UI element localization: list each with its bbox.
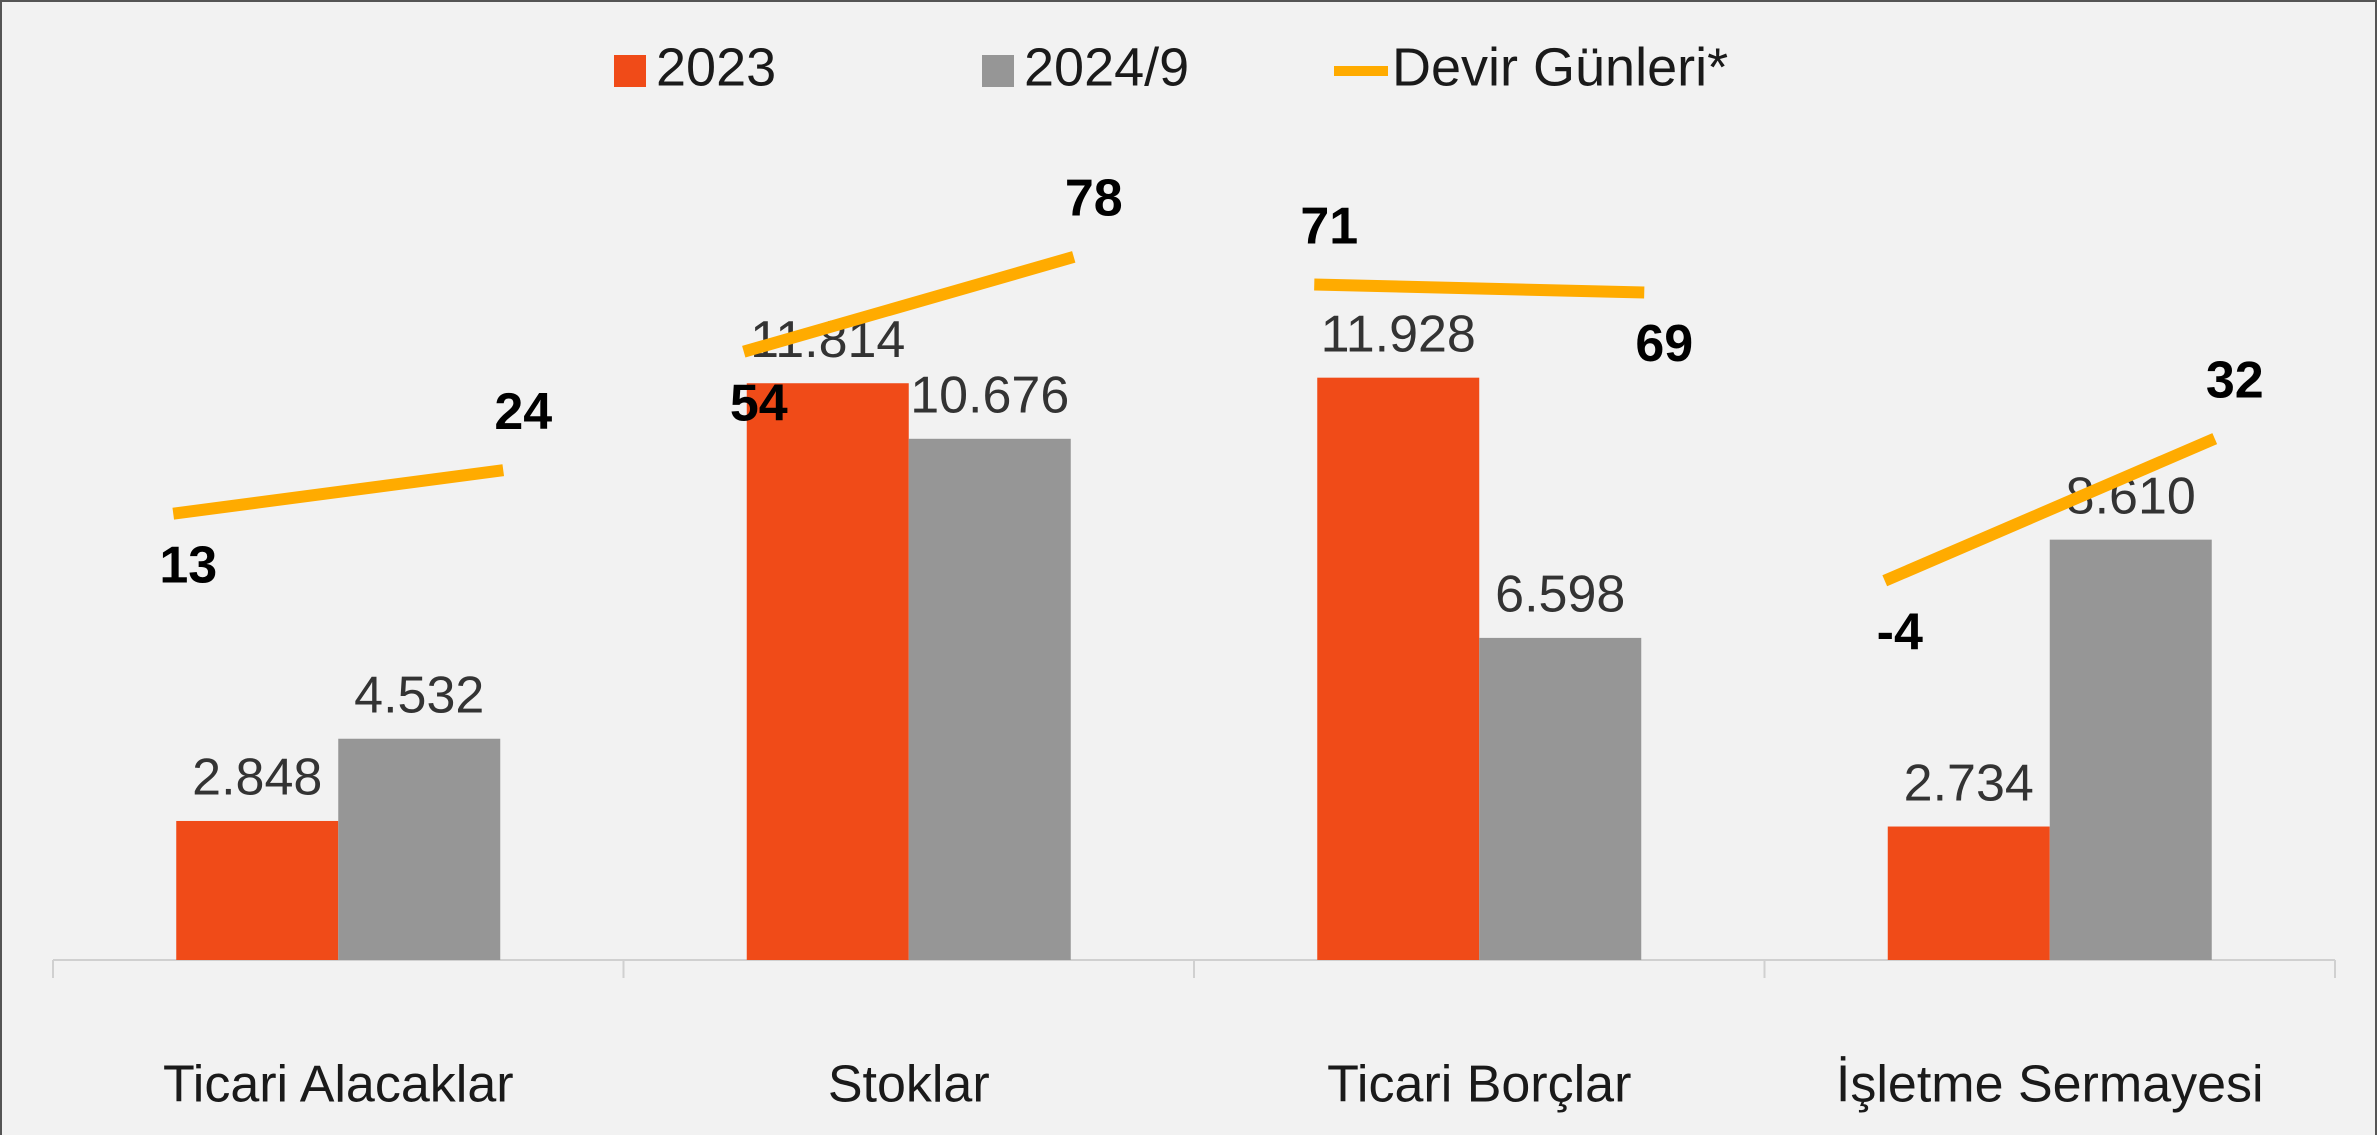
line-label: 71 (1300, 197, 1358, 255)
x-tick-label: Ticari Borçlar (1327, 1056, 1631, 1114)
bar (2049, 539, 2212, 960)
turnover-line (742, 251, 1076, 358)
legend-label: Devir Günleri* (1392, 37, 1728, 97)
bar (746, 383, 909, 960)
legend-label: 2024/9 (1024, 37, 1189, 97)
value-label: 11.928 (1321, 305, 1476, 363)
line-label: -4 (1877, 604, 1923, 662)
value-label: 2.848 (192, 749, 322, 807)
turnover-line (1882, 433, 2218, 587)
line-label: 24 (494, 383, 552, 441)
x-tick-label: İşletme Sermayesi (1836, 1056, 2264, 1114)
bar (908, 438, 1071, 960)
bar (176, 820, 339, 960)
bar (338, 738, 501, 960)
value-label: 2.734 (1904, 754, 2034, 812)
value-label: 6.598 (1495, 566, 1625, 624)
x-tick-label: Stoklar (828, 1056, 990, 1114)
legend-swatch (1334, 66, 1388, 76)
legend-swatch (614, 55, 646, 87)
value-label: 4.532 (354, 666, 484, 724)
turnover-line (1314, 278, 1645, 299)
line-label: 78 (1065, 170, 1123, 228)
bar (1887, 826, 2050, 960)
line-label: 32 (2206, 351, 2264, 409)
line-label: 13 (159, 536, 217, 594)
turnover-line (172, 464, 505, 520)
legend-swatch (982, 55, 1014, 87)
bar (1317, 377, 1480, 960)
legend-label: 2023 (656, 37, 776, 97)
line-label: 69 (1635, 315, 1693, 373)
line-label: 54 (730, 374, 788, 432)
x-tick-label: Ticari Alacaklar (163, 1056, 514, 1114)
bar (1479, 637, 1642, 960)
value-label: 10.676 (910, 367, 1069, 425)
